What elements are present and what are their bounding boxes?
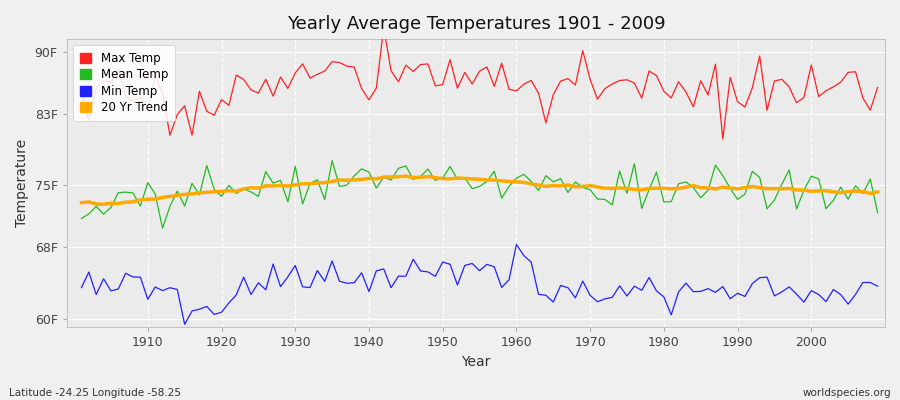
Text: Latitude -24.25 Longitude -58.25: Latitude -24.25 Longitude -58.25: [9, 388, 181, 398]
Legend: Max Temp, Mean Temp, Min Temp, 20 Yr Trend: Max Temp, Mean Temp, Min Temp, 20 Yr Tre…: [73, 45, 176, 122]
Y-axis label: Temperature: Temperature: [15, 139, 29, 227]
Text: worldspecies.org: worldspecies.org: [803, 388, 891, 398]
X-axis label: Year: Year: [461, 355, 491, 369]
Title: Yearly Average Temperatures 1901 - 2009: Yearly Average Temperatures 1901 - 2009: [286, 15, 665, 33]
